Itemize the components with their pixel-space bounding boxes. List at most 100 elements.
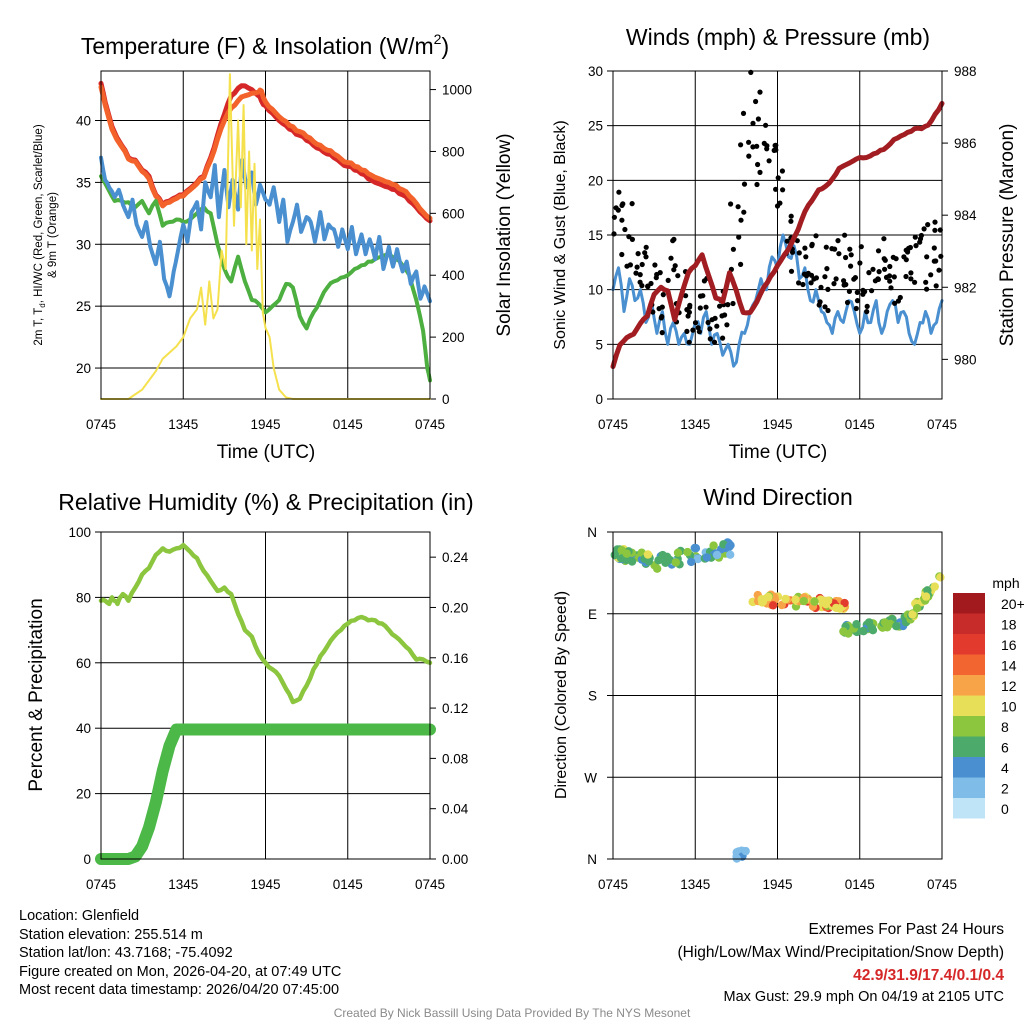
gust-point <box>633 270 639 276</box>
gust-point <box>809 243 815 249</box>
y-right-tick-label: 200 <box>442 330 465 345</box>
y-tick-label: N <box>587 852 597 867</box>
direction-point <box>654 556 663 565</box>
y-tick-label: 5 <box>595 337 603 352</box>
x-tick-label: 1345 <box>168 877 198 892</box>
gust-point <box>928 272 934 278</box>
recent-text: Most recent data timestamp: 2026/04/20 0… <box>19 982 340 998</box>
gust-point <box>735 204 741 210</box>
y-axis-label-line2: & 9m T (Orange) <box>47 192 59 278</box>
colorbar-label: 20+ <box>1001 596 1024 612</box>
gust-point <box>796 280 802 286</box>
gust-point <box>772 142 778 149</box>
gust-point <box>766 158 772 164</box>
colorbar-swatch <box>953 798 985 819</box>
direction-point <box>768 601 778 610</box>
colorbar-swatch <box>953 736 985 757</box>
gust-point <box>643 254 649 260</box>
gust-point <box>843 281 849 288</box>
direction-point <box>671 558 680 567</box>
colorbar-swatch <box>953 634 985 655</box>
chart-title: Winds (mph) & Pressure (mb) <box>626 24 930 50</box>
gust-point <box>887 263 893 270</box>
y-right-tick-label: 800 <box>442 144 465 159</box>
colorbar-label: 4 <box>1001 760 1009 776</box>
direction-point <box>892 622 901 631</box>
gust-point <box>788 218 794 224</box>
gust-point <box>924 254 930 260</box>
gust-point <box>836 251 842 257</box>
direction-point <box>617 546 626 555</box>
gust-point <box>887 278 893 284</box>
direction-point <box>687 557 696 567</box>
direction-point <box>839 627 848 636</box>
colorbar-label: 12 <box>1001 678 1017 694</box>
direction-point <box>799 596 808 606</box>
gust-point <box>730 246 737 252</box>
gust-point <box>754 181 760 188</box>
colorbar-label: 16 <box>1001 637 1017 653</box>
gust-point <box>757 89 763 95</box>
extremes-title: Extremes For Past 24 Hours <box>808 921 1004 938</box>
extremes-panel: Extremes For Past 24 Hours (High/Low/Max… <box>678 918 1005 1007</box>
gust-point <box>864 303 870 309</box>
gust-point <box>686 309 693 315</box>
gust-point <box>692 320 699 326</box>
gust-point <box>825 286 831 292</box>
series-9m-temperature <box>98 84 433 221</box>
series-station-pressure <box>610 100 945 370</box>
gust-point <box>712 315 718 321</box>
gust-point <box>831 281 837 287</box>
series-solar-insolation <box>100 73 431 400</box>
y-axis-label: 2m T, Td, HI/WC (Red, Green, Scarlet/Blu… <box>33 124 47 345</box>
y-right-tick-label: 982 <box>954 280 977 295</box>
y-right-tick-label: 0.12 <box>442 701 468 716</box>
direction-point <box>709 541 718 550</box>
gust-point <box>740 110 747 116</box>
gust-point <box>835 238 841 244</box>
gust-point <box>872 278 879 284</box>
x-tick-label: 1945 <box>250 417 280 432</box>
gust-point <box>738 142 744 148</box>
gust-point <box>629 201 635 207</box>
y-right-tick-label: 980 <box>954 352 977 367</box>
y-tick-label: 20 <box>76 361 91 376</box>
direction-point <box>921 592 931 601</box>
gust-point <box>773 186 779 192</box>
gust-point <box>616 189 622 195</box>
x-tick-label: 1345 <box>680 877 710 892</box>
y-right-tick-label: 0 <box>442 392 450 407</box>
gust-point <box>671 267 677 273</box>
y-right-tick-label: 0.24 <box>442 550 469 565</box>
gust-point <box>746 153 752 159</box>
gust-point <box>683 293 689 299</box>
gust-point <box>882 266 888 272</box>
gust-point <box>779 168 786 174</box>
y-axis-label: Percent & Precipitation <box>26 598 47 791</box>
gust-point <box>738 217 744 223</box>
colorbar-swatch <box>953 777 985 798</box>
direction-point <box>781 594 790 604</box>
direction-point <box>810 597 819 606</box>
gust-point <box>933 283 939 289</box>
gust-point <box>847 246 853 252</box>
plot-border <box>100 70 431 400</box>
colorbar-label: 2 <box>1001 781 1009 797</box>
gust-point <box>852 275 859 281</box>
x-tick-label: 1345 <box>680 417 710 432</box>
y-axis-label: Sonic Wind & Gust (Blue, Black) <box>552 120 569 349</box>
gust-point <box>857 260 863 266</box>
gust-point <box>750 120 756 126</box>
direction-point <box>777 600 786 610</box>
gust-point <box>670 238 676 244</box>
colorbar-label: 6 <box>1001 740 1009 756</box>
gust-point <box>657 270 663 276</box>
series-hi-wc <box>99 155 432 304</box>
colorbar-swatch <box>953 654 985 675</box>
gust-point <box>755 161 761 168</box>
gust-point <box>611 231 617 237</box>
y-right-tick-label: 0.20 <box>442 600 468 615</box>
y-right-tick-label: 988 <box>954 64 977 79</box>
gust-point <box>643 244 649 250</box>
gust-point <box>917 239 923 245</box>
